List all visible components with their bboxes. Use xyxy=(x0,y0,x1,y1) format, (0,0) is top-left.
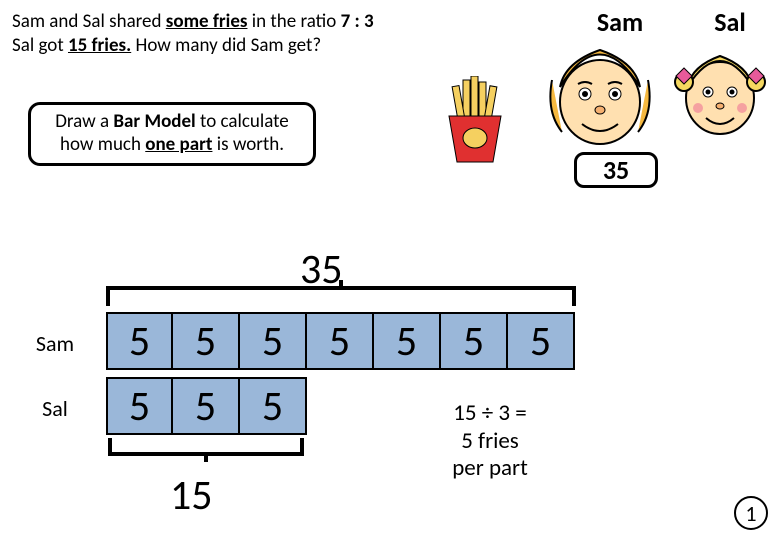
t: to calculate xyxy=(196,110,289,133)
t: 15 fries. xyxy=(68,34,131,57)
t: some fries xyxy=(166,10,248,33)
sal-face-icon xyxy=(670,40,770,145)
top-brace-icon xyxy=(106,286,576,306)
sal-label: Sal xyxy=(700,6,760,38)
t: 5 fries xyxy=(461,427,519,455)
bar-cell: 5 xyxy=(106,312,173,370)
answer-value: 35 xyxy=(603,154,629,186)
t: one part xyxy=(145,133,212,156)
t: is worth. xyxy=(212,133,284,156)
bottom-brace-icon xyxy=(108,438,304,456)
bar-sam: 5 5 5 5 5 5 5 xyxy=(106,312,575,370)
bar-cell: 5 xyxy=(508,312,575,370)
t: How many did Sam get? xyxy=(131,34,321,57)
row-label-sal: Sal xyxy=(20,395,90,422)
instruction-box: Draw a Bar Model to calculate how much o… xyxy=(28,102,316,166)
answer-box: 35 xyxy=(574,152,658,188)
t: 1 xyxy=(745,500,756,527)
t: Draw a xyxy=(55,110,113,133)
row-label-sam: Sam xyxy=(20,330,90,357)
t: 15 ÷ 3 = xyxy=(453,399,526,427)
bar-cell: 5 xyxy=(441,312,508,370)
bar-cell: 5 xyxy=(173,312,240,370)
t: Sal got xyxy=(12,34,68,57)
bar-bottom-total: 15 xyxy=(170,470,213,521)
t: 7 : 3 xyxy=(341,10,374,33)
bar-cell: 5 xyxy=(106,377,173,435)
page-number: 1 xyxy=(734,496,768,530)
t: per part xyxy=(452,454,528,482)
t: how much xyxy=(60,133,145,156)
bar-cell: 5 xyxy=(307,312,374,370)
bar-sal: 5 5 5 xyxy=(106,377,307,435)
bar-cell: 5 xyxy=(240,312,307,370)
t: Bar Model xyxy=(113,110,195,133)
bar-cell: 5 xyxy=(173,377,240,435)
t: in the ratio xyxy=(247,10,340,33)
fries-icon xyxy=(435,76,515,166)
problem-text: Sam and Sal shared some fries in the rat… xyxy=(12,10,412,58)
sam-face-icon xyxy=(540,32,660,152)
bar-cell: 5 xyxy=(374,312,441,370)
calculation-text: 15 ÷ 3 = 5 fries per part xyxy=(400,400,580,483)
bar-cell: 5 xyxy=(240,377,307,435)
t: Sam and Sal shared xyxy=(12,10,166,33)
